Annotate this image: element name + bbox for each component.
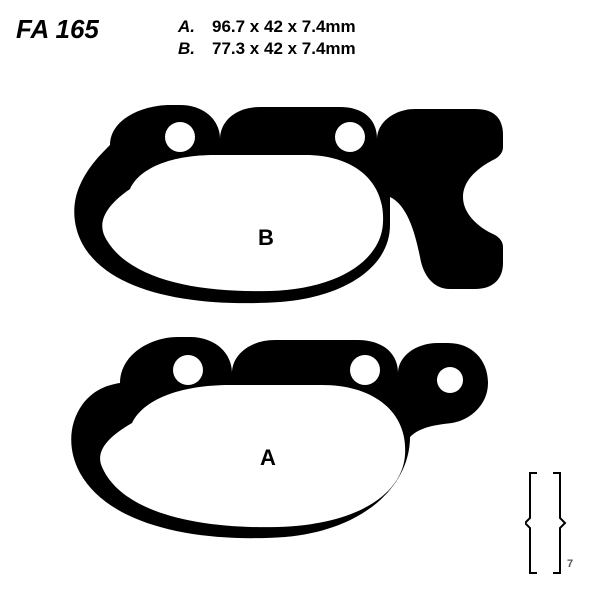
thickness-bracket-icon <box>525 468 585 578</box>
dimension-row-a: A. 96.7 x 42 x 7.4mm <box>178 16 356 38</box>
dimension-value: 77.3 x 42 x 7.4mm <box>212 38 356 60</box>
brake-pad-b-shape <box>55 97 555 317</box>
diagram-canvas: { "header": { "part_number": "FA 165", "… <box>0 0 600 600</box>
thickness-value: 7 <box>567 558 573 570</box>
dimension-value: 96.7 x 42 x 7.4mm <box>212 16 356 38</box>
dimension-letter: B. <box>178 38 200 60</box>
dimension-row-b: B. 77.3 x 42 x 7.4mm <box>178 38 356 60</box>
pad-a-label: A <box>260 445 276 471</box>
brake-pad-a-shape <box>60 325 490 550</box>
dimension-block: A. 96.7 x 42 x 7.4mm B. 77.3 x 42 x 7.4m… <box>178 16 356 60</box>
part-number-title: FA 165 <box>16 14 99 45</box>
pad-b-label: B <box>258 225 274 251</box>
dimension-letter: A. <box>178 16 200 38</box>
